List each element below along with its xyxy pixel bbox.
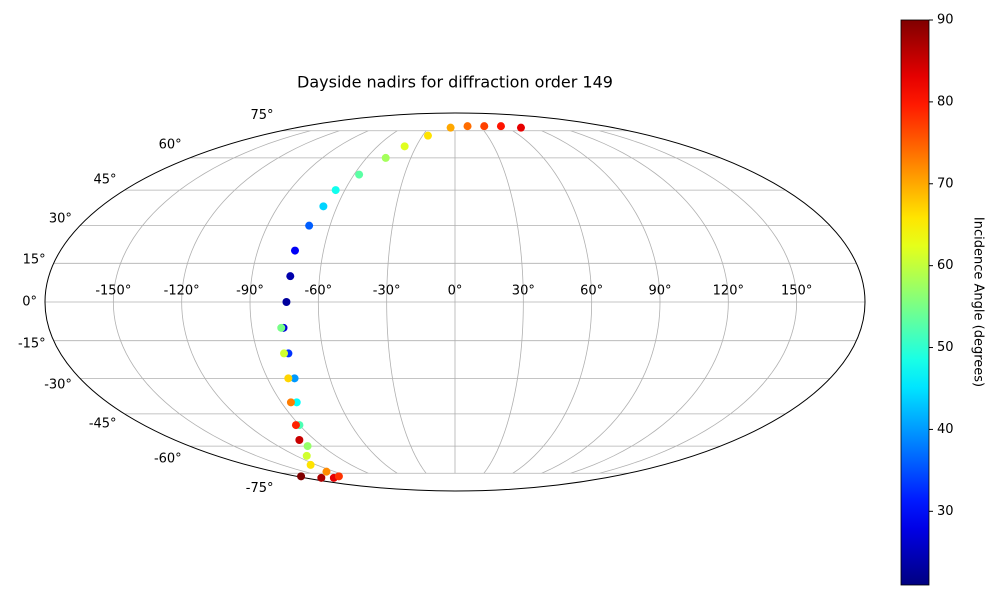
y-tick-label: 0°	[22, 295, 37, 310]
colorbar-tick-label: 30	[937, 504, 954, 519]
x-tick-label: -30°	[373, 284, 401, 299]
y-tick-label: -75°	[246, 481, 274, 496]
colorbar-tick-label: 70	[937, 176, 954, 191]
colorbar	[900, 19, 930, 586]
y-tick-label: 75°	[250, 108, 273, 123]
point	[463, 122, 472, 131]
colorbar-tick-label: 90	[937, 13, 954, 28]
point	[292, 398, 301, 407]
point	[381, 153, 390, 162]
point	[319, 202, 328, 211]
point	[291, 421, 300, 430]
grid-line	[317, 130, 398, 474]
map-boundary	[44, 112, 866, 492]
grid-line	[599, 130, 798, 474]
point	[317, 473, 326, 482]
grid-line	[386, 130, 427, 474]
x-tick-label: 0°	[448, 284, 463, 299]
y-tick-label: -60°	[154, 452, 182, 467]
point	[286, 272, 295, 281]
y-tick-label: 60°	[159, 137, 182, 152]
colorbar-tick-label: 40	[937, 422, 954, 437]
point	[290, 246, 299, 255]
point	[400, 142, 409, 151]
grid-line	[112, 130, 311, 474]
point	[295, 435, 304, 444]
point	[306, 460, 315, 469]
point	[423, 131, 432, 140]
point	[331, 186, 340, 195]
point	[303, 442, 312, 451]
colorbar-label: Incidence Angle (degrees)	[971, 217, 986, 387]
point	[282, 298, 291, 306]
point	[277, 323, 286, 332]
x-tick-label: 60°	[580, 284, 603, 299]
point	[516, 123, 525, 132]
x-tick-label: -120°	[164, 284, 200, 299]
grid-line	[483, 130, 524, 474]
y-tick-label: -45°	[89, 416, 117, 431]
point	[355, 170, 364, 179]
grid-line	[181, 130, 340, 474]
point	[280, 349, 289, 358]
colorbar-tick-label: 50	[937, 340, 954, 355]
point	[290, 374, 299, 383]
point	[322, 467, 331, 476]
x-tick-label: -60°	[304, 284, 332, 299]
point	[302, 451, 311, 460]
x-tick-label: 120°	[713, 284, 744, 299]
y-tick-label: -15°	[18, 337, 46, 352]
y-tick-label: 45°	[94, 173, 117, 188]
colorbar-tick-label: 60	[937, 258, 954, 273]
point	[446, 123, 455, 132]
x-tick-label: 90°	[648, 284, 671, 299]
grid-line	[570, 130, 729, 474]
x-tick-label: 30°	[512, 284, 535, 299]
point	[286, 398, 295, 407]
point	[284, 374, 293, 383]
y-tick-label: 30°	[49, 211, 72, 226]
grid-line	[512, 130, 593, 474]
y-tick-label: -30°	[44, 378, 72, 393]
x-tick-label: -150°	[95, 284, 131, 299]
point	[297, 472, 306, 481]
point	[334, 472, 343, 481]
y-tick-label: 15°	[23, 252, 46, 267]
point	[496, 122, 505, 131]
colorbar-tick-label: 80	[937, 94, 954, 109]
point	[305, 221, 314, 230]
point	[480, 122, 489, 131]
grid-line	[541, 130, 661, 474]
x-tick-label: -90°	[236, 284, 264, 299]
x-tick-label: 150°	[781, 284, 812, 299]
chart-title: Dayside nadirs for diffraction order 149	[297, 73, 613, 92]
